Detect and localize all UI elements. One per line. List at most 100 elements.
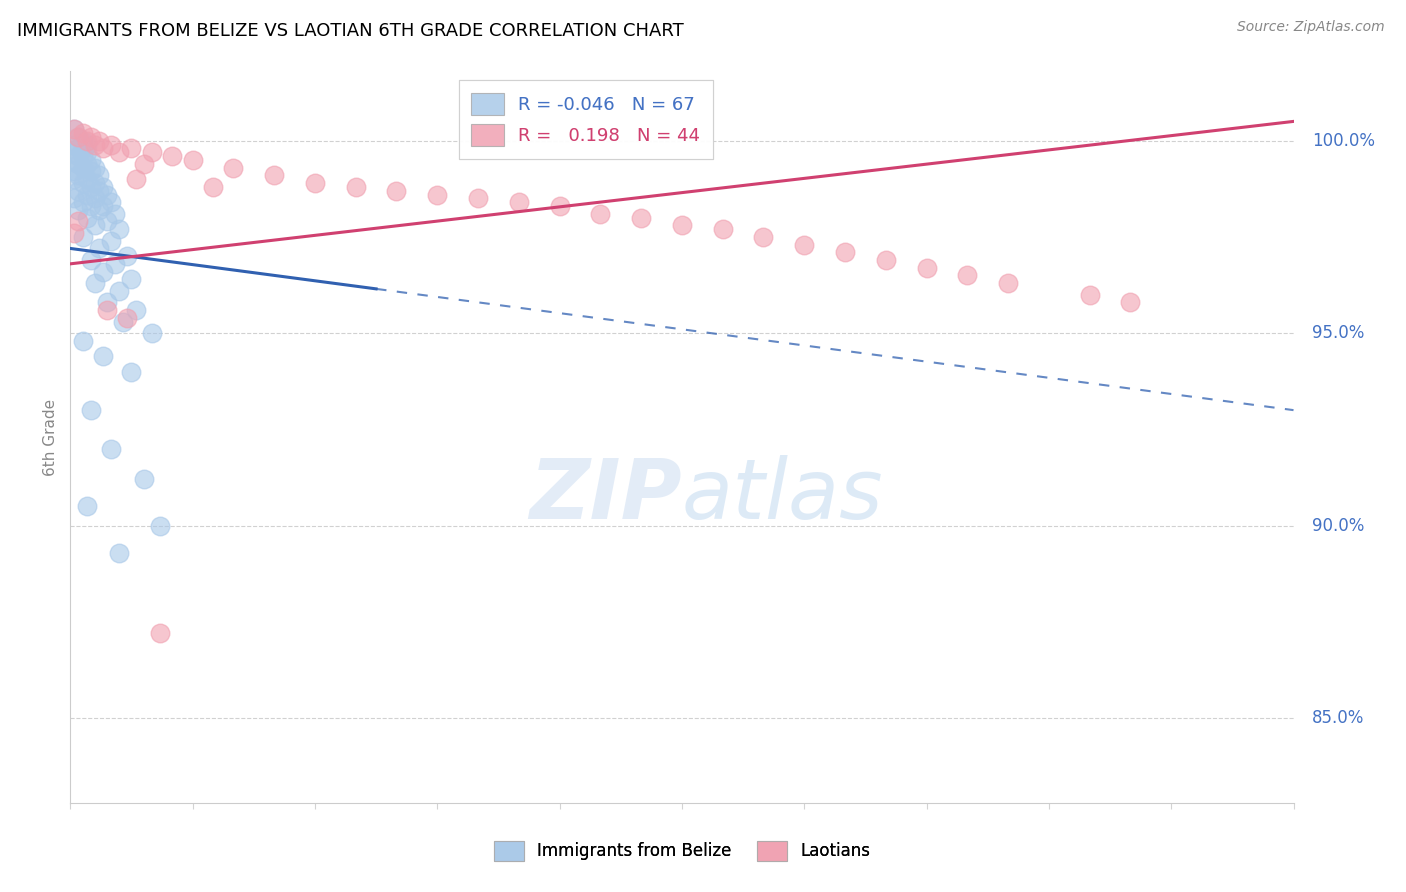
- Point: [87, 202, 110, 217]
- Point: [121, 141, 143, 155]
- Text: atlas: atlas: [682, 455, 883, 536]
- Point: [87, 184, 110, 198]
- Point: [87, 169, 110, 183]
- Point: [117, 249, 139, 263]
- Point: [87, 242, 110, 256]
- Point: [79, 252, 103, 267]
- Text: ZIP: ZIP: [529, 455, 682, 536]
- Point: [76, 137, 98, 152]
- Point: [67, 214, 90, 228]
- Point: [76, 211, 98, 225]
- Point: [72, 126, 94, 140]
- Point: [385, 184, 408, 198]
- Point: [100, 234, 122, 248]
- Point: [76, 500, 98, 514]
- Point: [83, 176, 105, 190]
- Point: [630, 211, 652, 225]
- Point: [100, 195, 122, 210]
- Legend: Immigrants from Belize, Laotians: Immigrants from Belize, Laotians: [488, 834, 876, 868]
- Point: [67, 184, 90, 198]
- Point: [426, 187, 449, 202]
- Point: [96, 295, 118, 310]
- Point: [108, 545, 131, 559]
- Point: [671, 219, 693, 233]
- Point: [63, 137, 86, 152]
- Point: [915, 260, 938, 275]
- Point: [83, 276, 105, 290]
- Point: [63, 172, 86, 186]
- Point: [76, 172, 98, 186]
- Point: [72, 230, 94, 244]
- Point: [752, 230, 775, 244]
- Point: [100, 442, 122, 456]
- Point: [63, 145, 86, 160]
- Point: [91, 199, 114, 213]
- Text: IMMIGRANTS FROM BELIZE VS LAOTIAN 6TH GRADE CORRELATION CHART: IMMIGRANTS FROM BELIZE VS LAOTIAN 6TH GR…: [17, 22, 683, 40]
- Point: [72, 141, 94, 155]
- Point: [63, 153, 86, 167]
- Point: [76, 134, 98, 148]
- Point: [79, 153, 103, 167]
- Point: [91, 264, 114, 278]
- Point: [467, 191, 489, 205]
- Point: [79, 199, 103, 213]
- Point: [83, 137, 105, 152]
- Point: [83, 161, 105, 175]
- Point: [104, 207, 127, 221]
- Point: [67, 129, 90, 144]
- Point: [589, 207, 612, 221]
- Point: [79, 129, 103, 144]
- Point: [100, 137, 122, 152]
- Point: [222, 161, 245, 175]
- Text: 95.0%: 95.0%: [1312, 324, 1364, 343]
- Point: [63, 122, 86, 136]
- Point: [67, 157, 90, 171]
- Point: [711, 222, 734, 236]
- Point: [67, 202, 90, 217]
- Point: [91, 349, 114, 363]
- Point: [72, 195, 94, 210]
- Point: [96, 187, 118, 202]
- Point: [76, 145, 98, 160]
- Point: [91, 141, 114, 155]
- Point: [141, 326, 163, 340]
- Point: [304, 176, 326, 190]
- Point: [344, 179, 367, 194]
- Point: [83, 219, 105, 233]
- Point: [83, 191, 105, 205]
- Point: [1119, 295, 1142, 310]
- Point: [63, 226, 86, 240]
- Point: [108, 222, 131, 236]
- Point: [112, 315, 135, 329]
- Point: [121, 272, 143, 286]
- Point: [79, 164, 103, 178]
- Point: [875, 252, 897, 267]
- Point: [63, 122, 86, 136]
- Point: [72, 134, 94, 148]
- Point: [108, 145, 131, 160]
- Point: [263, 169, 285, 183]
- Point: [67, 129, 90, 144]
- Point: [76, 157, 98, 171]
- Point: [96, 214, 118, 228]
- Point: [132, 472, 155, 486]
- Y-axis label: 6th Grade: 6th Grade: [44, 399, 59, 475]
- Point: [956, 268, 979, 283]
- Point: [181, 153, 204, 167]
- Point: [124, 303, 146, 318]
- Point: [72, 149, 94, 163]
- Point: [121, 365, 143, 379]
- Point: [91, 179, 114, 194]
- Point: [1078, 287, 1101, 301]
- Point: [124, 172, 146, 186]
- Point: [793, 237, 815, 252]
- Point: [79, 179, 103, 194]
- Text: Source: ZipAtlas.com: Source: ZipAtlas.com: [1237, 20, 1385, 34]
- Point: [67, 149, 90, 163]
- Text: 85.0%: 85.0%: [1312, 709, 1364, 727]
- Point: [149, 518, 172, 533]
- Point: [149, 626, 172, 640]
- Point: [63, 191, 86, 205]
- Point: [63, 164, 86, 178]
- Point: [104, 257, 127, 271]
